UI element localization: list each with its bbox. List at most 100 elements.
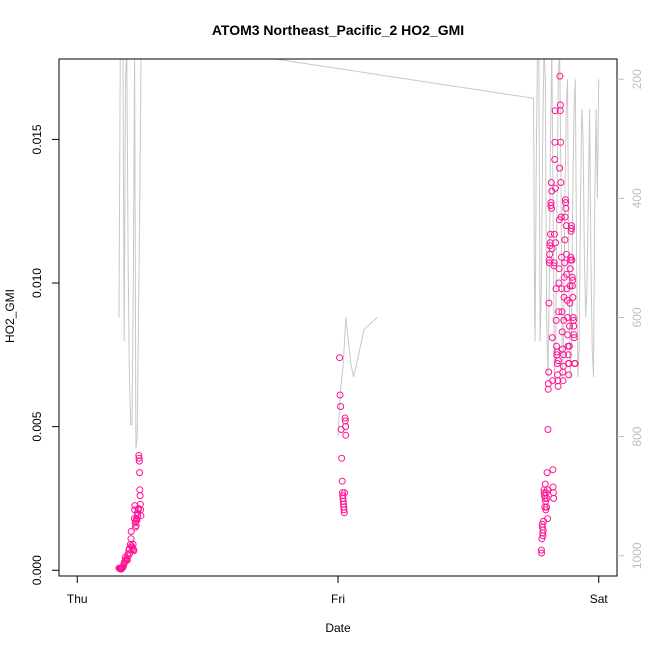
data-point — [558, 285, 566, 293]
y-tick-label: 0.015 — [30, 124, 44, 154]
data-point — [554, 382, 562, 390]
right-tick-label: 400 — [630, 188, 644, 208]
data-point — [561, 213, 569, 221]
data-point — [545, 368, 553, 376]
data-point — [544, 380, 552, 388]
y-axis-label: HO2_GMI — [3, 289, 17, 343]
data-point — [557, 213, 565, 221]
data-point — [340, 509, 348, 517]
data-point — [556, 164, 564, 172]
data-point — [137, 512, 145, 520]
data-point — [570, 322, 578, 330]
data-point — [548, 204, 556, 212]
data-point — [559, 362, 567, 370]
data-point — [338, 454, 346, 462]
data-point — [547, 202, 555, 209]
right-tick-label: 1000 — [630, 542, 644, 569]
data-point — [130, 547, 138, 555]
data-point — [133, 516, 141, 524]
data-point — [560, 351, 567, 359]
data-point — [544, 426, 552, 433]
data-point — [566, 299, 574, 307]
data-point — [566, 322, 573, 330]
data-point — [548, 334, 556, 342]
chart-title: ATOM3 Northeast_Pacific_2 HO2_GMI — [212, 22, 464, 38]
data-point — [336, 391, 344, 399]
data-point — [341, 414, 349, 422]
y-tick-label: 0.000 — [30, 555, 44, 585]
data-point — [552, 316, 560, 324]
data-point — [543, 494, 551, 502]
data-point — [552, 239, 560, 247]
x-tick-label: Sat — [590, 592, 609, 606]
data-point — [547, 230, 554, 238]
data-point — [127, 535, 135, 543]
data-point — [543, 503, 551, 511]
data-point — [136, 492, 144, 500]
data-point — [548, 245, 556, 253]
data-point — [342, 423, 350, 431]
data-point — [337, 403, 345, 410]
data-point — [547, 179, 555, 186]
data-point — [556, 72, 564, 80]
data-point — [564, 351, 572, 359]
x-tick-label: Thu — [67, 592, 88, 606]
data-point — [570, 331, 578, 339]
data-point — [569, 276, 577, 284]
data-points-layer — [115, 72, 579, 573]
data-point — [568, 256, 576, 264]
right-tick-label: 600 — [630, 307, 644, 327]
data-point — [569, 314, 577, 321]
data-point — [545, 299, 553, 307]
data-point — [563, 270, 571, 278]
data-point — [553, 348, 561, 356]
data-point — [549, 377, 557, 385]
data-point — [342, 431, 350, 439]
data-point — [538, 549, 546, 557]
data-point — [136, 469, 144, 477]
data-point — [549, 489, 557, 497]
data-point — [550, 259, 558, 267]
data-point — [561, 196, 569, 204]
data-point — [336, 354, 344, 362]
data-point — [562, 222, 570, 230]
data-point — [566, 282, 574, 290]
data-point — [546, 250, 554, 258]
pressure-line — [118, 59, 600, 449]
data-point — [557, 179, 565, 186]
data-point — [544, 385, 552, 393]
right-tick-label: 800 — [630, 426, 644, 446]
data-point — [544, 515, 552, 523]
data-point — [570, 334, 578, 342]
data-point — [135, 457, 143, 465]
data-point — [557, 138, 565, 146]
data-point — [127, 528, 135, 535]
data-point — [338, 477, 346, 485]
data-point — [135, 454, 143, 462]
data-point — [555, 279, 563, 287]
data-point — [551, 156, 559, 163]
data-point — [550, 230, 558, 238]
data-point — [541, 480, 549, 488]
data-point — [568, 273, 576, 281]
data-point — [562, 204, 570, 212]
data-point — [558, 328, 566, 336]
data-point — [539, 529, 547, 537]
data-point — [555, 265, 563, 273]
data-point — [550, 494, 558, 502]
data-point — [340, 506, 348, 514]
data-point — [566, 265, 574, 273]
data-point — [129, 545, 136, 553]
data-point — [558, 308, 566, 316]
data-point — [136, 486, 144, 494]
data-point — [555, 308, 563, 316]
data-point — [549, 466, 557, 474]
data-point — [565, 342, 573, 350]
data-point — [554, 357, 562, 365]
x-tick-label: Fri — [331, 592, 345, 606]
pressure-line-layer — [118, 59, 600, 449]
data-point — [550, 262, 558, 270]
data-point — [539, 526, 547, 534]
